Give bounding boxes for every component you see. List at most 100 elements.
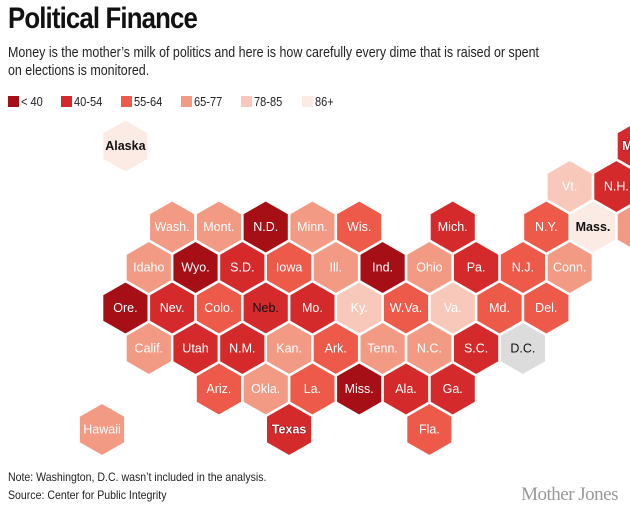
state-hex-mont: Mont. [195,200,243,254]
state-hex-shape [102,119,149,173]
state-hex-texas: Texas [265,402,313,457]
state-label: Wash. [155,220,190,234]
state-label: Conn. [553,261,586,275]
state-label: Texas [272,423,307,437]
state-label: Maine [622,139,630,153]
state-label: Wyo. [181,261,209,275]
state-label: N.J. [512,261,534,275]
legend-swatch [8,96,19,107]
state-hex-n-j: N.J. [499,240,547,295]
state-hex-ind: Ind. [359,240,406,295]
state-label: Kan. [276,342,302,356]
state-hex-shape [172,321,219,376]
state-label: Tenn. [367,342,398,356]
state-hex-shape [242,200,289,254]
legend-swatch [241,96,253,107]
state-hex-shape [569,200,617,254]
state-label: Ark. [325,342,347,356]
state-label: Colo. [204,301,233,315]
state-hex-nev: Nev. [148,281,196,335]
state-hex-shape [546,159,593,214]
state-hex-r-i: R.I. [616,205,630,249]
legend-label: 78-85 [254,94,283,109]
state-hex-kan: Kan. [265,321,313,376]
state-hex-shape [429,362,476,416]
state-hex-colo: Colo. [195,281,243,335]
state-hex-shape [289,281,336,335]
state-label: La. [304,382,321,396]
state-hex-shape [312,240,360,295]
state-label: N.M. [229,342,255,356]
legend-label: 65-77 [194,94,223,109]
state-hex-shape [289,200,336,254]
state-hex-shape [429,200,476,254]
state-hex-shape [265,321,313,376]
state-hex-ga: Ga. [429,362,476,416]
state-label: S.D. [230,261,254,275]
state-hex-ohio: Ohio [406,240,453,295]
state-label: Iowa [276,261,302,275]
state-hex-shape [219,240,266,295]
state-hex-wyo: Wyo. [172,240,219,295]
state-hex-idaho: Idaho [125,240,173,295]
state-hex-n-d: N.D. [242,200,289,254]
state-hex-n-h: N.H. [593,159,630,214]
state-hex-la: La. [289,362,336,416]
legend: < 40 40-54 55-64 65-77 78-85 86+ [8,94,351,109]
state-hex-shape [335,200,383,254]
state-label: Ohio [416,261,442,275]
state-label: Md. [489,301,510,315]
state-label: Calif. [135,342,163,356]
state-label: Mass. [576,220,611,234]
state-hex-wis: Wis. [335,200,383,254]
legend-swatch [60,96,72,107]
state-hex-shape [148,200,196,254]
state-hex-shape [195,200,243,254]
state-hex-shape [616,205,630,249]
state-hex-shape [406,321,453,376]
legend-label: 40-54 [73,94,102,109]
state-hex-shape [125,321,173,376]
state-label: Hawaii [83,423,121,437]
state-label: Wis. [347,220,371,234]
state-hex-shape [125,240,173,295]
state-hex-shape [546,240,593,295]
state-label: Neb. [252,301,278,315]
state-hex-shape [219,321,266,376]
page-title: Political Finance [8,2,198,35]
state-label: N.H. [604,180,629,194]
state-hex-shape [312,321,360,376]
state-hex-shape [265,240,313,295]
state-hex-shape [452,240,500,295]
legend-item: < 40 [8,94,47,109]
state-hex-shape [429,281,476,335]
state-label: Ill. [330,261,343,275]
state-label: Mont. [203,220,234,234]
state-hex-s-d: S.D. [219,240,266,295]
state-hex-shape [522,281,570,335]
state-label: Ga. [443,382,463,396]
state-hex-miss: Miss. [335,362,383,416]
state-hex-mo: Mo. [289,281,336,335]
subtitle: Money is the mother’s milk of politics a… [8,44,539,79]
state-label: Okla. [251,382,280,396]
legend-item: 55-64 [120,94,167,109]
state-hex-shape [172,240,219,295]
state-hex-shape [195,362,243,416]
state-hex-shape [499,321,547,376]
legend-swatch [181,96,193,107]
state-hex-okla: Okla. [242,362,289,416]
legend-label: 86+ [314,94,334,109]
state-hex-w-va: W.Va. [382,281,430,335]
state-label: Idaho [133,261,164,275]
state-hex-md: Md. [476,281,523,335]
legend-swatch [120,96,132,107]
state-hex-shape [452,321,500,376]
state-label: Minn. [297,220,328,234]
state-hex-ala: Ala. [382,362,430,416]
state-hex-del: Del. [522,281,570,335]
legend-item: 78-85 [241,94,287,109]
state-hex-shape [289,362,336,416]
state-hex-shape [195,281,243,335]
